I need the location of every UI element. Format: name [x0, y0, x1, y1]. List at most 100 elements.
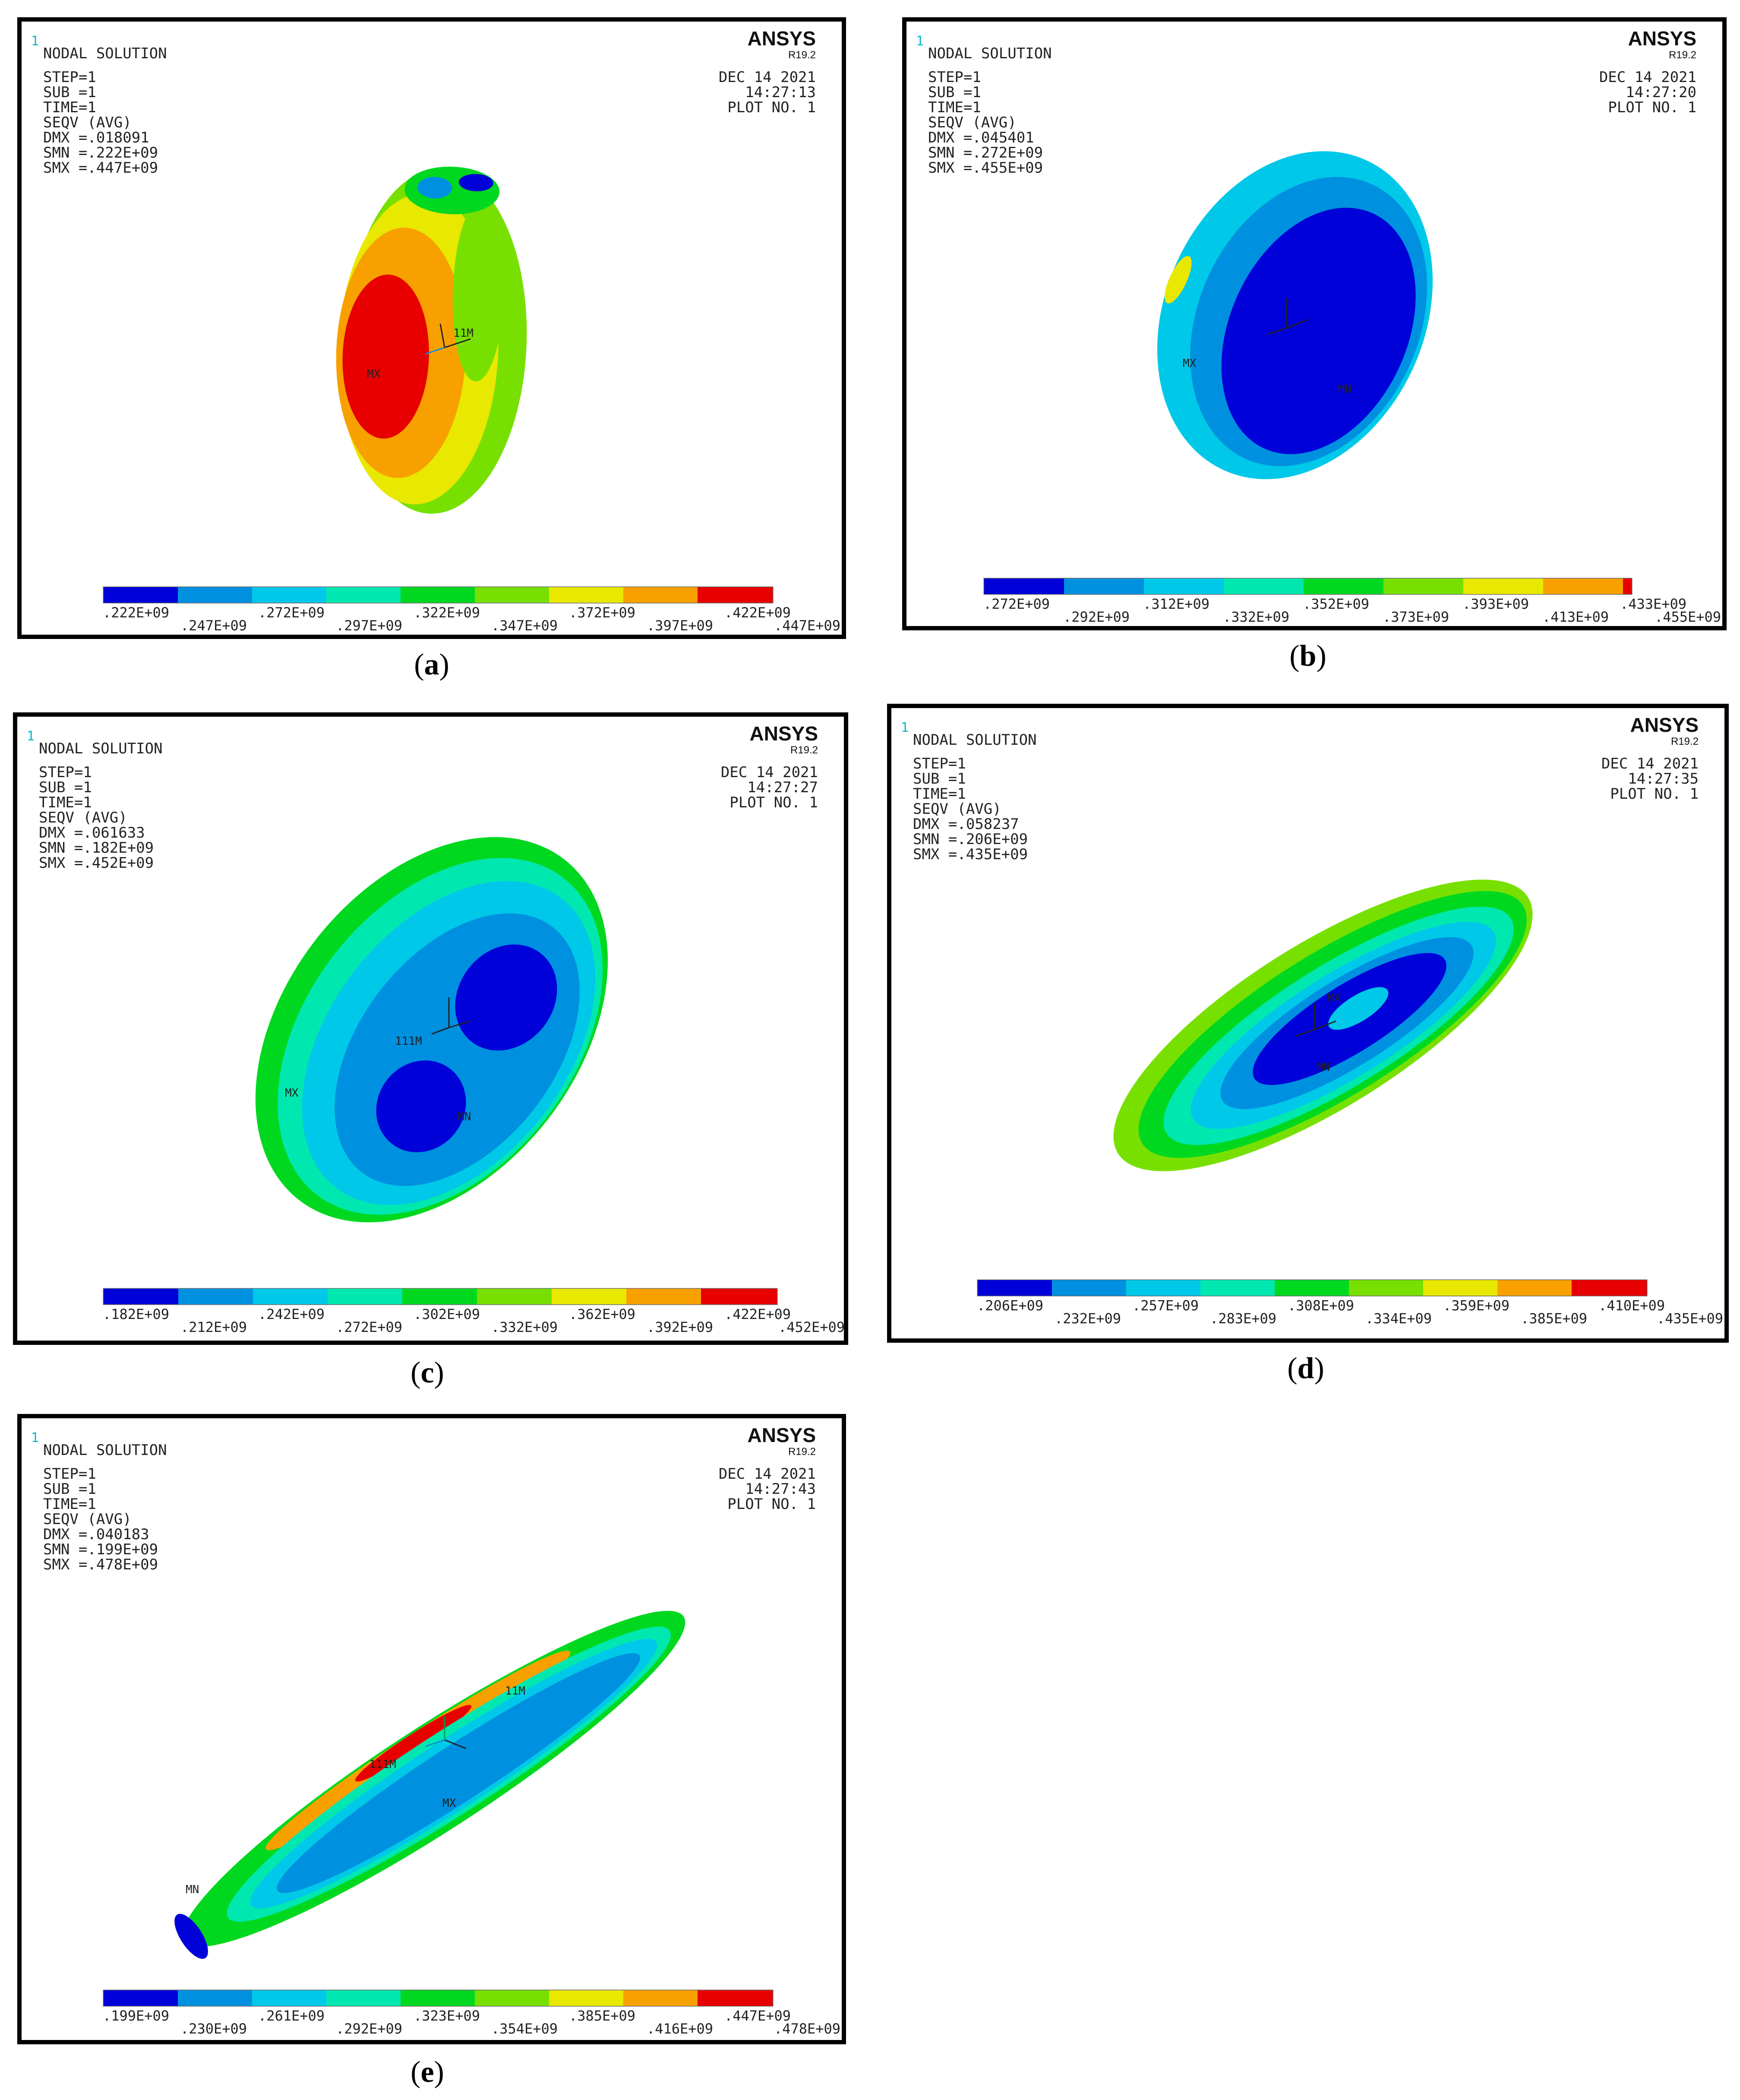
legend-swatch — [549, 1990, 623, 2006]
legend-label: .422E+09 — [724, 1306, 791, 1322]
window-number: 1 — [916, 34, 924, 49]
legend-label: .413E+09 — [1542, 609, 1609, 625]
legend-label: .212E+09 — [180, 1319, 247, 1335]
caption-b: (b) — [1289, 639, 1326, 673]
legend-swatch — [252, 587, 326, 603]
legend-label: .292E+09 — [1063, 609, 1130, 625]
legend-swatch — [623, 1990, 698, 2006]
header-step: STEP=1 — [43, 69, 96, 86]
legend-label: .272E+09 — [258, 604, 325, 621]
header-title: NODAL SOLUTION — [43, 45, 167, 62]
legend-swatch — [1200, 1280, 1275, 1296]
legend-label: .455E+09 — [1655, 609, 1721, 625]
header-dmx: DMX =.061633 — [39, 824, 145, 841]
legend-label: .297E+09 — [336, 617, 402, 634]
header-seqv: SEQV (AVG) — [43, 114, 132, 131]
header-smn: SMN =.182E+09 — [39, 839, 154, 857]
header-smx: SMX =.478E+09 — [43, 1556, 158, 1573]
legend-label: .257E+09 — [1132, 1297, 1199, 1314]
legend-label: .385E+09 — [1521, 1310, 1587, 1327]
caption-a: (a) — [414, 648, 449, 681]
header-smn: SMN =.222E+09 — [43, 144, 158, 161]
date-label: DEC 14 2021 — [719, 1465, 816, 1483]
min-marker: MN — [1338, 383, 1352, 396]
plot-number: PLOT NO. 1 — [1610, 785, 1699, 803]
header-seqv: SEQV (AVG) — [39, 809, 127, 826]
legend-label: .332E+09 — [491, 1319, 558, 1335]
header-smn: SMN =.272E+09 — [928, 144, 1043, 161]
min-marker: MN — [458, 1110, 471, 1123]
window-number: 1 — [27, 729, 35, 744]
plot-number: PLOT NO. 1 — [729, 794, 818, 811]
legend-swatch — [178, 1289, 253, 1304]
legend-swatch — [1275, 1280, 1349, 1296]
panel-b: 1 NODAL SOLUTION STEP=1 SUB =1 TIME=1 SE… — [902, 17, 1727, 630]
panel-e-plot: 1 NODAL SOLUTION STEP=1 SUB =1 TIME=1 SE… — [31, 1424, 840, 2037]
legend-label: .359E+09 — [1443, 1297, 1509, 1314]
time-label: 14:27:27 — [747, 779, 818, 796]
header-title: NODAL SOLUTION — [39, 740, 163, 757]
max-marker: MX — [1327, 992, 1341, 1005]
color-legend — [103, 586, 774, 604]
window-number: 1 — [31, 34, 39, 49]
legend-swatch — [1349, 1280, 1423, 1296]
legend-swatch — [1543, 579, 1623, 594]
header-time: TIME=1 — [39, 794, 92, 811]
legend-swatch — [1383, 579, 1463, 594]
max-marker: MX — [1183, 357, 1197, 370]
stress-contour-ellipsoid — [1157, 151, 1433, 479]
legend-label: .373E+09 — [1383, 609, 1449, 625]
legend-label: .206E+09 — [977, 1297, 1043, 1314]
ansys-logo: ANSYS — [750, 722, 818, 745]
legend-label: .452E+09 — [778, 1319, 844, 1335]
caption-d: (d) — [1287, 1352, 1324, 1385]
legend-swatch — [623, 587, 698, 603]
panel-a: 1 NODAL SOLUTION STEP=1 SUB =1 TIME=1 SE… — [17, 17, 846, 639]
stress-contour-ellipsoid — [255, 837, 608, 1223]
legend-swatch — [328, 1289, 402, 1304]
legend-swatch — [1623, 579, 1632, 594]
legend-swatch — [1463, 579, 1543, 594]
header-title: NODAL SOLUTION — [928, 45, 1052, 62]
coordinate-triad — [425, 1716, 467, 1749]
legend-label: .347E+09 — [491, 617, 558, 634]
legend-label: .435E+09 — [1657, 1310, 1723, 1327]
panel-b-plot: 1 NODAL SOLUTION STEP=1 SUB =1 TIME=1 SE… — [916, 27, 1721, 625]
legend-label: .334E+09 — [1365, 1310, 1432, 1327]
node-marker: 111M — [369, 1758, 396, 1771]
legend-label: .410E+09 — [1598, 1297, 1665, 1314]
window-number: 1 — [31, 1430, 39, 1445]
ansys-version: R19.2 — [788, 49, 816, 61]
legend-swatch — [1572, 1280, 1647, 1296]
header-step: STEP=1 — [928, 69, 981, 86]
node-marker: 111M — [395, 1035, 422, 1048]
window-number: 1 — [901, 720, 909, 735]
plot-number: PLOT NO. 1 — [727, 99, 816, 116]
legend-swatch — [475, 1990, 549, 2006]
legend-label: .283E+09 — [1210, 1310, 1276, 1327]
legend-swatch — [104, 1990, 178, 2006]
legend-swatch — [552, 1289, 626, 1304]
ansys-logo: ANSYS — [1630, 714, 1699, 736]
legend-label: .308E+09 — [1288, 1297, 1354, 1314]
legend-swatch — [253, 1289, 328, 1304]
header-smx: SMX =.452E+09 — [39, 854, 154, 872]
time-label: 14:27:43 — [745, 1480, 816, 1498]
panel-e: 1 NODAL SOLUTION STEP=1 SUB =1 TIME=1 SE… — [17, 1414, 846, 2044]
legend-label: .393E+09 — [1462, 596, 1529, 612]
legend-swatch — [402, 1289, 477, 1304]
legend-swatch — [252, 1990, 326, 2006]
ansys-logo: ANSYS — [748, 1424, 816, 1446]
ansys-logo: ANSYS — [748, 27, 816, 50]
legend-label: .362E+09 — [569, 1306, 635, 1322]
node-marker: 11M — [505, 1685, 525, 1698]
legend-label: .385E+09 — [569, 2008, 635, 2024]
legend-label: .272E+09 — [983, 596, 1050, 612]
min-marker: MN — [186, 1883, 199, 1896]
date-label: DEC 14 2021 — [721, 764, 818, 781]
legend-label: .261E+09 — [258, 2008, 325, 2024]
header-step: STEP=1 — [913, 755, 966, 772]
legend-label: .352E+09 — [1303, 596, 1369, 612]
header-sub: SUB =1 — [913, 770, 966, 788]
legend-swatch — [326, 587, 401, 603]
